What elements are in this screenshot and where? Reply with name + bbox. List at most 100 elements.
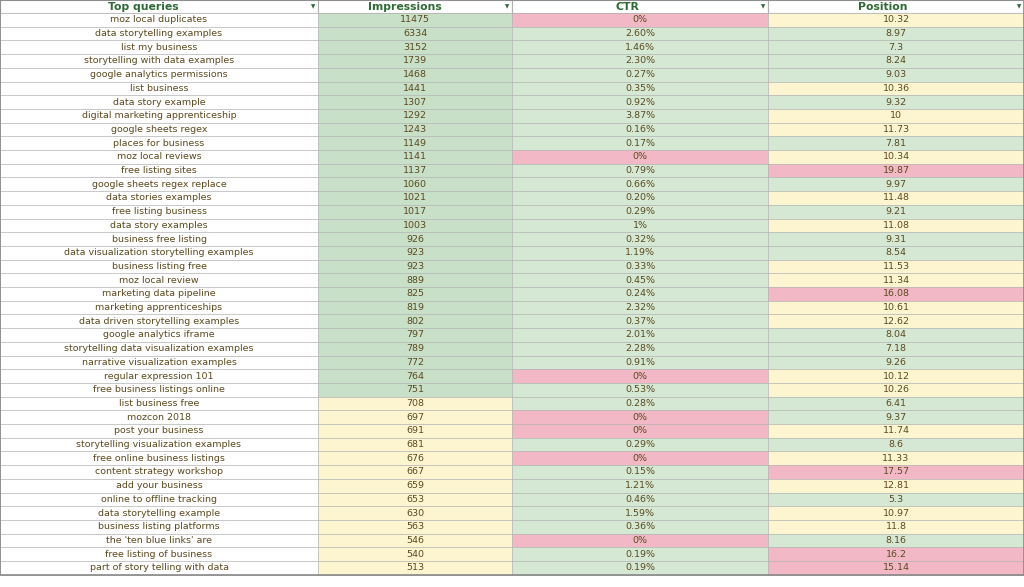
Text: business listing platforms: business listing platforms bbox=[98, 522, 220, 531]
Bar bbox=[768, 82, 1024, 95]
Text: 653: 653 bbox=[406, 495, 424, 504]
Bar bbox=[768, 259, 1024, 274]
Text: 8.04: 8.04 bbox=[886, 330, 906, 339]
Bar bbox=[318, 534, 512, 547]
Bar bbox=[0, 356, 318, 369]
Text: 10: 10 bbox=[890, 112, 902, 120]
Text: 0.28%: 0.28% bbox=[625, 399, 655, 408]
Text: 0.24%: 0.24% bbox=[625, 289, 655, 298]
Bar bbox=[0, 191, 318, 205]
Text: 1137: 1137 bbox=[402, 166, 427, 175]
Text: 1%: 1% bbox=[633, 221, 647, 230]
Text: 676: 676 bbox=[406, 454, 424, 463]
Bar bbox=[318, 109, 512, 123]
Bar bbox=[0, 95, 318, 109]
Text: 0.19%: 0.19% bbox=[625, 564, 655, 572]
Bar bbox=[512, 54, 768, 68]
Bar bbox=[512, 82, 768, 95]
Text: 819: 819 bbox=[406, 303, 424, 312]
Text: 1739: 1739 bbox=[402, 56, 427, 65]
Text: 923: 923 bbox=[406, 262, 424, 271]
Bar bbox=[512, 123, 768, 136]
Bar bbox=[512, 150, 768, 164]
Bar bbox=[0, 465, 318, 479]
Text: 889: 889 bbox=[406, 276, 424, 285]
Text: 1.19%: 1.19% bbox=[625, 248, 655, 257]
Bar bbox=[0, 561, 318, 575]
Bar bbox=[318, 259, 512, 274]
Text: 1292: 1292 bbox=[403, 112, 427, 120]
Text: 2.60%: 2.60% bbox=[625, 29, 655, 38]
Bar bbox=[0, 397, 318, 410]
Text: 764: 764 bbox=[406, 372, 424, 380]
Bar bbox=[318, 123, 512, 136]
Bar bbox=[512, 492, 768, 506]
Bar bbox=[768, 342, 1024, 356]
Bar bbox=[318, 506, 512, 520]
Text: 546: 546 bbox=[406, 536, 424, 545]
Bar bbox=[318, 13, 512, 26]
Text: free listing business: free listing business bbox=[112, 207, 207, 216]
Text: 1060: 1060 bbox=[403, 180, 427, 189]
Text: 11.74: 11.74 bbox=[883, 426, 909, 436]
Bar bbox=[0, 54, 318, 68]
Bar bbox=[318, 68, 512, 82]
Text: 0.33%: 0.33% bbox=[625, 262, 655, 271]
Bar bbox=[0, 232, 318, 246]
Bar bbox=[318, 383, 512, 397]
Bar bbox=[512, 397, 768, 410]
Bar bbox=[318, 218, 512, 232]
Text: 0.46%: 0.46% bbox=[625, 495, 655, 504]
Bar bbox=[0, 109, 318, 123]
Bar bbox=[318, 424, 512, 438]
Text: 11.34: 11.34 bbox=[883, 276, 909, 285]
Bar bbox=[0, 0, 318, 13]
Text: data visualization storytelling examples: data visualization storytelling examples bbox=[65, 248, 254, 257]
Bar bbox=[768, 328, 1024, 342]
Bar bbox=[0, 424, 318, 438]
Text: digital marketing apprenticeship: digital marketing apprenticeship bbox=[82, 112, 237, 120]
Text: 0.19%: 0.19% bbox=[625, 549, 655, 559]
Bar bbox=[318, 177, 512, 191]
Bar bbox=[0, 479, 318, 492]
Bar bbox=[0, 492, 318, 506]
Bar bbox=[768, 54, 1024, 68]
Bar bbox=[0, 177, 318, 191]
Bar bbox=[0, 383, 318, 397]
Bar bbox=[512, 465, 768, 479]
Bar bbox=[0, 123, 318, 136]
Text: 1017: 1017 bbox=[403, 207, 427, 216]
Text: 11.53: 11.53 bbox=[883, 262, 909, 271]
Bar bbox=[318, 191, 512, 205]
Bar bbox=[0, 205, 318, 218]
Bar bbox=[318, 205, 512, 218]
Text: 0%: 0% bbox=[633, 454, 647, 463]
Text: 513: 513 bbox=[406, 564, 424, 572]
Text: 8.54: 8.54 bbox=[886, 248, 906, 257]
Text: 11.33: 11.33 bbox=[883, 454, 909, 463]
Bar bbox=[318, 356, 512, 369]
Text: 0.79%: 0.79% bbox=[625, 166, 655, 175]
Text: add your business: add your business bbox=[116, 481, 203, 490]
Bar bbox=[318, 54, 512, 68]
Text: 0.32%: 0.32% bbox=[625, 235, 655, 244]
Bar bbox=[318, 82, 512, 95]
Bar bbox=[318, 561, 512, 575]
Text: 1021: 1021 bbox=[403, 194, 427, 203]
Bar bbox=[768, 410, 1024, 424]
Text: moz local reviews: moz local reviews bbox=[117, 153, 202, 161]
Bar bbox=[512, 561, 768, 575]
Bar bbox=[512, 287, 768, 301]
Bar bbox=[512, 369, 768, 383]
Bar bbox=[318, 547, 512, 561]
Text: moz local duplicates: moz local duplicates bbox=[111, 15, 208, 24]
Bar bbox=[512, 41, 768, 54]
Text: 9.03: 9.03 bbox=[886, 70, 906, 79]
Text: storytelling data visualization examples: storytelling data visualization examples bbox=[65, 344, 254, 353]
Text: business free listing: business free listing bbox=[112, 235, 207, 244]
Text: 0.53%: 0.53% bbox=[625, 385, 655, 394]
Bar bbox=[0, 274, 318, 287]
Text: 2.01%: 2.01% bbox=[625, 330, 655, 339]
Text: ▼: ▼ bbox=[761, 4, 765, 9]
Text: Position: Position bbox=[858, 2, 908, 12]
